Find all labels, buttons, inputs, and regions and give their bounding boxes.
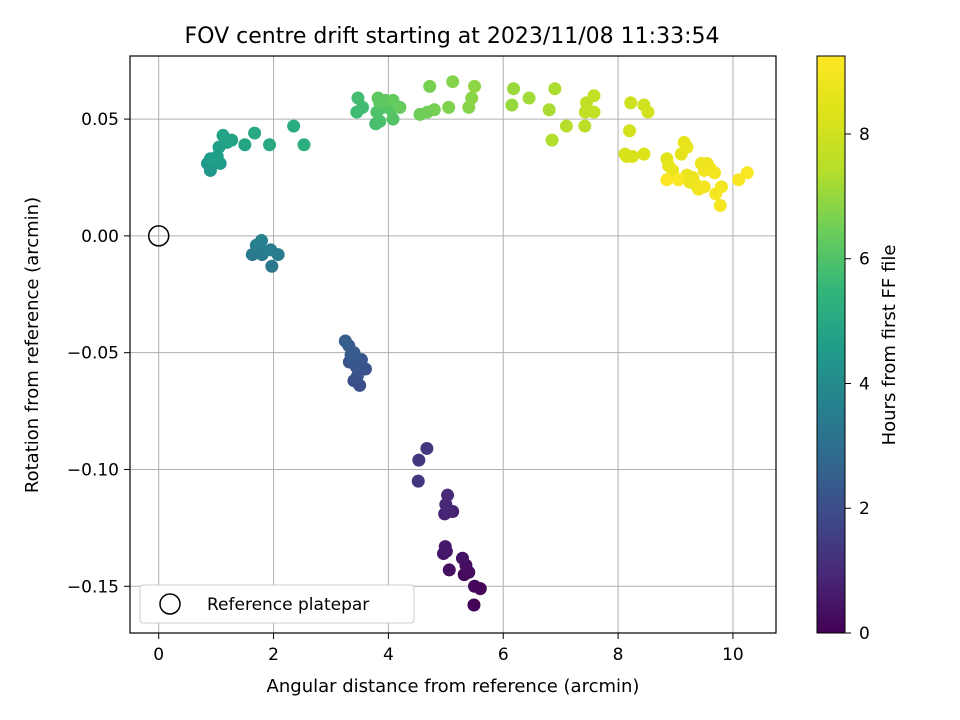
data-point [587,105,601,119]
data-point [264,243,278,257]
data-point [545,133,559,147]
colorbar-ticks: 0 2 4 6 8 [845,125,870,644]
data-point [442,563,456,577]
data-point [287,119,301,133]
data-point [548,82,562,96]
data-point [578,119,592,133]
x-tick-label: 4 [383,645,394,665]
data-point [465,91,479,105]
data-point [505,98,519,112]
legend-marker-icon [159,593,181,615]
data-point [216,128,230,142]
colorbar-tick-label: 2 [859,499,870,519]
data-point [468,79,482,93]
data-point [411,474,425,488]
data-point [587,89,601,103]
data-point [265,259,279,273]
data-point [732,173,746,187]
data-point [238,138,252,152]
data-points [201,75,754,612]
data-point [680,140,694,154]
data-point [542,103,556,117]
reference-point-marker [147,225,170,247]
y-tick-label: 0.00 [81,227,119,247]
data-point [637,147,651,161]
data-point [507,82,521,96]
x-tick-label: 8 [613,645,624,665]
colorbar-tick-label: 8 [859,125,870,145]
data-point [624,96,638,110]
legend: Reference platepar [139,584,415,624]
data-point [625,149,639,163]
data-point [441,488,455,502]
y-tick-label: −0.10 [67,460,119,480]
y-axis-ticks: −0.15 −0.10 −0.05 0.00 0.05 [67,110,130,597]
data-point [666,163,680,177]
legend-entry-label: Reference platepar [207,595,369,615]
data-point [641,105,655,119]
x-tick-label: 0 [153,645,164,665]
data-point [559,119,573,133]
x-axis-ticks: 0 2 4 6 8 10 [153,633,744,665]
data-point [522,91,536,105]
data-point [412,453,426,467]
data-point [254,234,268,248]
plot-frame [129,55,777,634]
data-point [248,126,262,140]
data-point [297,138,311,152]
data-point [713,199,727,213]
legend-box [139,584,415,624]
data-point [660,173,674,187]
data-point [467,598,481,612]
y-axis-label: Rotation from reference (arcmin) [22,197,43,493]
data-point [263,138,277,152]
data-point [697,180,711,194]
data-point [708,166,722,180]
colorbar-tick-label: 4 [859,374,870,394]
y-tick-label: −0.05 [67,344,119,364]
data-point [351,91,365,105]
colorbar: 0 2 4 6 8 Hours from first FF file [816,55,900,644]
colorbar-label: Hours from first FF file [879,245,900,446]
data-point [740,166,754,180]
data-point [393,100,407,114]
data-point [623,124,637,138]
data-point [442,100,456,114]
data-point [468,579,482,593]
colorbar-tick-label: 0 [859,624,870,644]
data-point [427,103,441,117]
colorbar-gradient [816,55,846,634]
data-point [714,180,728,194]
x-tick-label: 6 [498,645,509,665]
data-point [455,551,469,565]
data-point [423,79,437,93]
data-point [438,540,452,554]
x-tick-label: 2 [268,645,279,665]
x-tick-label: 10 [722,645,744,665]
data-point [671,173,685,187]
y-tick-label: −0.15 [67,577,119,597]
data-point [420,441,434,455]
colorbar-tick-label: 6 [859,250,870,270]
chart-title: FOV centre drift starting at 2023/11/08 … [185,24,720,49]
y-tick-label: 0.05 [81,110,119,130]
data-point [446,75,460,89]
x-axis-label: Angular distance from reference (arcmin) [267,676,640,697]
data-point [338,334,352,348]
